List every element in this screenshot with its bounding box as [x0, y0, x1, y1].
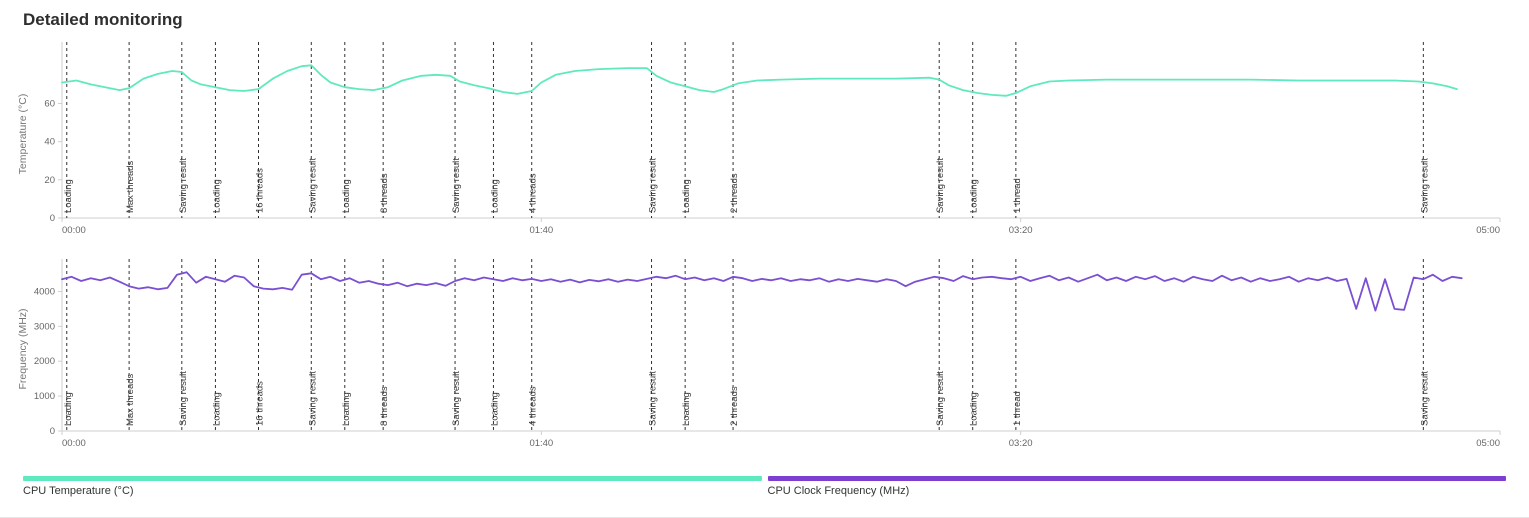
svg-text:2 threads: 2 threads: [729, 386, 740, 426]
svg-text:Saving result: Saving result: [307, 371, 318, 426]
page-title: Detailed monitoring: [23, 10, 183, 29]
monitoring-panel: Detailed monitoring 0 20 40 60 00:00 01:40 03:…: [16, 10, 1529, 497]
svg-text:2 threads: 2 threads: [729, 173, 740, 213]
chart-legend: CPU Temperature (°C) CPU Clock Frequency…: [23, 476, 1506, 497]
svg-text:Temperature (°C): Temperature (°C): [17, 94, 29, 175]
svg-text:05:00: 05:00: [1476, 225, 1500, 236]
temperature-chart-svg: 0 20 40 60 00:00 01:40 03:20 05:00 Loading Max th…: [17, 42, 1501, 236]
frequency-chart-svg: 0 1000 2000 3000 4000 00:00 01:40 03:20 05:00 Loa…: [17, 259, 1501, 449]
svg-text:Loading: Loading: [681, 179, 692, 213]
svg-text:01:40: 01:40: [529, 225, 553, 236]
svg-text:4000: 4000: [34, 286, 55, 297]
svg-text:16 threads: 16 threads: [255, 168, 266, 213]
svg-text:60: 60: [44, 98, 55, 109]
svg-text:Saving result: Saving result: [648, 158, 659, 213]
svg-text:Loading: Loading: [63, 179, 74, 213]
svg-text:Loading: Loading: [341, 179, 352, 213]
legend-label-frequency: CPU Clock Frequency (MHz): [767, 485, 910, 497]
svg-text:00:00: 00:00: [62, 225, 86, 236]
svg-text:Loading: Loading: [63, 392, 74, 426]
svg-text:Saving result: Saving result: [178, 158, 189, 213]
svg-text:Loading: Loading: [211, 179, 222, 213]
svg-text:03:20: 03:20: [1009, 438, 1033, 449]
svg-text:05:00: 05:00: [1476, 438, 1500, 449]
svg-text:0: 0: [50, 426, 55, 437]
svg-text:1 thread: 1 thread: [1012, 178, 1023, 213]
svg-text:8 threads: 8 threads: [379, 386, 390, 426]
svg-text:01:40: 01:40: [529, 438, 553, 449]
svg-text:1000: 1000: [34, 391, 55, 402]
svg-text:Saving result: Saving result: [451, 371, 462, 426]
svg-text:Max threads: Max threads: [125, 373, 136, 426]
svg-text:Loading: Loading: [969, 392, 980, 426]
svg-text:Loading: Loading: [211, 392, 222, 426]
legend-label-temperature: CPU Temperature (°C): [23, 485, 134, 497]
svg-text:Max threads: Max threads: [125, 160, 136, 213]
legend-item-frequency[interactable]: CPU Clock Frequency (MHz): [767, 476, 1506, 497]
svg-text:03:20: 03:20: [1009, 225, 1033, 236]
svg-text:Loading: Loading: [681, 392, 692, 426]
svg-text:Loading: Loading: [489, 179, 500, 213]
svg-text:4 threads: 4 threads: [528, 173, 539, 213]
svg-text:2000: 2000: [34, 356, 55, 367]
legend-swatch-frequency: [767, 476, 1506, 481]
svg-text:Saving result: Saving result: [1419, 371, 1430, 426]
svg-text:Saving result: Saving result: [178, 371, 189, 426]
svg-text:Saving result: Saving result: [935, 371, 946, 426]
svg-text:1 thread: 1 thread: [1012, 391, 1023, 426]
svg-text:Saving result: Saving result: [648, 371, 659, 426]
svg-text:00:00: 00:00: [62, 438, 86, 449]
svg-text:3000: 3000: [34, 321, 55, 332]
frequency-chart: 0 1000 2000 3000 4000 00:00 01:40 03:20 05:00 Loa…: [16, 253, 1529, 466]
svg-text:Loading: Loading: [489, 392, 500, 426]
svg-text:4 threads: 4 threads: [528, 386, 539, 426]
svg-text:Saving result: Saving result: [935, 158, 946, 213]
svg-text:Saving result: Saving result: [307, 158, 318, 213]
svg-text:20: 20: [44, 175, 55, 186]
svg-text:16 threads: 16 threads: [255, 381, 266, 426]
svg-text:Saving result: Saving result: [1419, 158, 1430, 213]
svg-text:8 threads: 8 threads: [379, 173, 390, 213]
legend-swatch-temperature: [23, 476, 762, 481]
svg-text:Saving result: Saving result: [451, 158, 462, 213]
svg-text:Loading: Loading: [969, 179, 980, 213]
temperature-chart: 0 20 40 60 00:00 01:40 03:20 05:00 Loading Max th…: [16, 36, 1529, 253]
svg-text:Loading: Loading: [341, 392, 352, 426]
svg-text:Frequency (MHz): Frequency (MHz): [17, 308, 29, 389]
svg-text:0: 0: [50, 213, 55, 224]
svg-text:40: 40: [44, 137, 55, 148]
legend-item-temperature[interactable]: CPU Temperature (°C): [23, 476, 762, 497]
